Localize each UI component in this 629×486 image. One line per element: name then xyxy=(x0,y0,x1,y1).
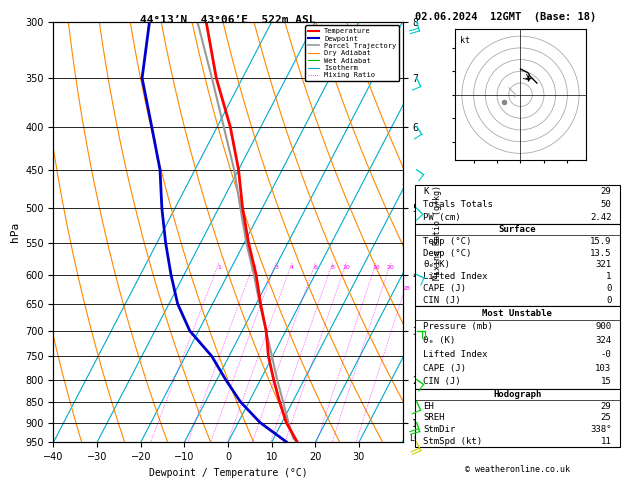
Text: 4: 4 xyxy=(290,265,294,270)
Text: θₑ(K): θₑ(K) xyxy=(423,260,450,269)
Text: Lifted Index: Lifted Index xyxy=(423,350,488,359)
Text: 15.9: 15.9 xyxy=(590,237,611,246)
Text: 324: 324 xyxy=(595,336,611,345)
Text: 8: 8 xyxy=(331,265,335,270)
Text: 10: 10 xyxy=(343,265,350,270)
Text: Mixing Ratio (g/kg): Mixing Ratio (g/kg) xyxy=(433,185,442,279)
Text: 6: 6 xyxy=(314,265,318,270)
Text: 321: 321 xyxy=(595,260,611,269)
Text: 13.5: 13.5 xyxy=(590,248,611,258)
Text: StmDir: StmDir xyxy=(423,425,455,434)
Text: Dewp (°C): Dewp (°C) xyxy=(423,248,472,258)
Text: 44°13’N  43°06’E  522m ASL: 44°13’N 43°06’E 522m ASL xyxy=(140,15,316,25)
Text: 2.42: 2.42 xyxy=(590,212,611,222)
Text: -0: -0 xyxy=(601,350,611,359)
Text: 50: 50 xyxy=(601,200,611,208)
Text: 15: 15 xyxy=(601,378,611,386)
Text: 1: 1 xyxy=(606,272,611,281)
Text: PW (cm): PW (cm) xyxy=(423,212,461,222)
Text: 28: 28 xyxy=(403,286,411,291)
Text: Lifted Index: Lifted Index xyxy=(423,272,488,281)
Text: LCL: LCL xyxy=(409,434,424,443)
Text: CAPE (J): CAPE (J) xyxy=(423,364,466,373)
Y-axis label: hPa: hPa xyxy=(9,222,19,242)
Text: kt: kt xyxy=(460,36,470,45)
Text: CIN (J): CIN (J) xyxy=(423,296,461,305)
Text: 11: 11 xyxy=(601,437,611,446)
Text: 900: 900 xyxy=(595,322,611,331)
Text: 0: 0 xyxy=(606,284,611,293)
Text: Totals Totals: Totals Totals xyxy=(423,200,493,208)
Text: Temp (°C): Temp (°C) xyxy=(423,237,472,246)
Y-axis label: km
ASL: km ASL xyxy=(429,221,447,243)
Text: Hodograph: Hodograph xyxy=(493,390,542,399)
Text: 02.06.2024  12GMT  (Base: 18): 02.06.2024 12GMT (Base: 18) xyxy=(415,12,596,22)
Text: Surface: Surface xyxy=(499,225,536,234)
Text: 29: 29 xyxy=(601,402,611,411)
Text: CAPE (J): CAPE (J) xyxy=(423,284,466,293)
Text: Most Unstable: Most Unstable xyxy=(482,309,552,317)
Text: K: K xyxy=(423,187,429,196)
Text: θₑ (K): θₑ (K) xyxy=(423,336,455,345)
Text: 0: 0 xyxy=(606,296,611,305)
Text: 2: 2 xyxy=(252,265,257,270)
Text: EH: EH xyxy=(423,402,434,411)
Text: 103: 103 xyxy=(595,364,611,373)
X-axis label: Dewpoint / Temperature (°C): Dewpoint / Temperature (°C) xyxy=(148,468,308,478)
Text: © weatheronline.co.uk: © weatheronline.co.uk xyxy=(465,465,570,474)
Text: SREH: SREH xyxy=(423,414,445,422)
Text: Pressure (mb): Pressure (mb) xyxy=(423,322,493,331)
Text: 29: 29 xyxy=(601,187,611,196)
Legend: Temperature, Dewpoint, Parcel Trajectory, Dry Adiabat, Wet Adiabat, Isotherm, Mi: Temperature, Dewpoint, Parcel Trajectory… xyxy=(305,25,399,81)
Text: 3: 3 xyxy=(274,265,278,270)
Text: 20: 20 xyxy=(387,265,395,270)
Text: 16: 16 xyxy=(372,265,380,270)
Text: StmSpd (kt): StmSpd (kt) xyxy=(423,437,482,446)
Text: CIN (J): CIN (J) xyxy=(423,378,461,386)
Text: 338°: 338° xyxy=(590,425,611,434)
Text: 1: 1 xyxy=(217,265,221,270)
Text: 25: 25 xyxy=(601,414,611,422)
